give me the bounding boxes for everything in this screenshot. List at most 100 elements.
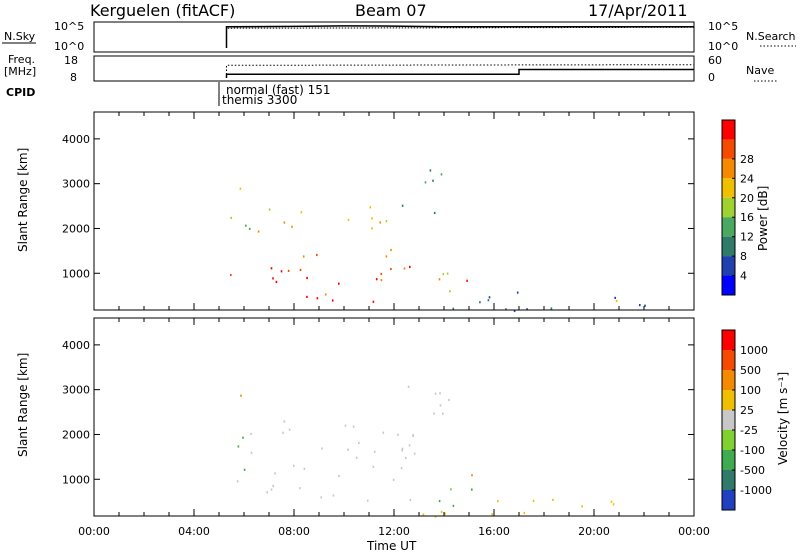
velocity-cell (610, 500, 613, 503)
velocity-colorbar-segment (722, 450, 735, 470)
freq-panel: Freq. [MHz] 18 8 60 0 Nave (4, 53, 778, 84)
power-ylabel: Slant Range [km] (16, 148, 30, 252)
velocity-ytick-label: 3000 (62, 384, 90, 397)
x-tick-label: 20:00 (578, 525, 610, 538)
velocity-cell (344, 424, 347, 427)
velocity-cell (250, 432, 252, 435)
velocity-colorbar-tick: -25 (740, 424, 758, 437)
cpid-annotation-normal: normal (fast) 151 (226, 83, 330, 97)
power-cell (299, 268, 302, 271)
velocity-cell (382, 431, 385, 434)
power-cell (432, 179, 434, 182)
power-cell (230, 216, 232, 219)
power-cell (385, 220, 388, 223)
velocity-cell (243, 468, 246, 471)
velocity-cell (338, 475, 340, 478)
power-colorbar: 4 8 12 16 20 24 28 (721, 119, 754, 296)
power-colorbar-tick: 8 (740, 250, 747, 263)
power-cell (403, 267, 406, 270)
velocity-data (236, 385, 615, 518)
power-colorbar-segment (722, 158, 735, 179)
power-cell (324, 293, 327, 296)
velocity-cell (552, 498, 554, 501)
velocity-cell (408, 444, 411, 447)
power-cell (487, 299, 490, 302)
velocity-cell (440, 510, 443, 513)
velocity-cell (409, 498, 412, 502)
velocity-cell (439, 404, 442, 407)
power-cell (550, 307, 553, 310)
velocity-cell (434, 392, 437, 395)
velocity-ytick-label: 4000 (62, 339, 90, 352)
velocity-cell (320, 496, 323, 499)
power-cell (331, 299, 334, 302)
velocity-cell (240, 394, 242, 397)
velocity-cell (299, 487, 301, 490)
power-cell (385, 255, 388, 258)
power-cell (270, 267, 273, 270)
power-colorbar-segment (722, 256, 735, 276)
power-cell (372, 300, 375, 303)
velocity-cell (352, 425, 355, 428)
power-cell (230, 273, 232, 277)
freq-tick-bottom: 8 (70, 71, 77, 84)
velocity-cell (373, 450, 376, 453)
velocity-cell (358, 441, 360, 444)
velocity-cell (332, 494, 335, 497)
velocity-cell (438, 500, 441, 503)
power-cell (479, 301, 481, 304)
x-tick-label: 12:00 (378, 525, 410, 538)
velocity-cell (401, 449, 403, 452)
power-cell (306, 276, 308, 280)
velocity-cell (288, 428, 291, 431)
velocity-cell (450, 488, 452, 491)
velocity-frame (93, 317, 695, 517)
x-tick-labels: 00:00 04:00 08:00 12:00 16:00 20:00 00:00 (78, 525, 710, 538)
velocity-colorbar-tick: 500 (740, 364, 761, 377)
power-cell (371, 217, 373, 220)
power-cell (644, 304, 646, 307)
power-cell (338, 282, 340, 285)
power-cell (516, 291, 519, 294)
power-colorbar-label: Power [dB] (756, 186, 770, 251)
velocity-cell (236, 480, 239, 483)
power-colorbar-tick: 20 (740, 192, 754, 205)
velocity-colorbar-segment (722, 370, 735, 390)
power-cell (268, 208, 271, 211)
velocity-panel: 1000 2000 3000 4000 Slant Range [km] 1000 50… (16, 317, 790, 518)
velocity-ytick-label: 1000 (62, 473, 90, 486)
velocity-cell (413, 452, 416, 455)
nsearch-series-line (226, 26, 695, 48)
nsky-frame (93, 21, 695, 53)
power-cell (248, 227, 251, 230)
station-title: Kerguelen (fitACF) (90, 1, 235, 20)
power-colorbar-tick: 12 (740, 231, 754, 244)
velocity-cell (442, 412, 444, 415)
power-cell (429, 169, 432, 172)
nsky-tick-bottom: 10^0 (54, 40, 84, 53)
velocity-cell (434, 515, 437, 518)
power-cell (513, 309, 516, 313)
nsearch-label: N.Search (746, 30, 796, 43)
freq-unit-label: [MHz] (4, 65, 36, 78)
freq-label: Freq. (8, 53, 35, 66)
power-colorbar-segment (722, 120, 735, 140)
power-ytick-label: 4000 (62, 133, 90, 146)
velocity-cell (372, 465, 375, 468)
velocity-ylabel: Slant Range [km] (16, 353, 30, 457)
power-cell (614, 296, 616, 299)
power-colorbar-segment (722, 236, 735, 257)
velocity-cell (407, 385, 410, 388)
velocity-colorbar-tick: 1000 (740, 344, 768, 357)
velocity-colorbar-segment (722, 470, 735, 490)
velocity-colorbar: 1000 500 100 25 -25 -100 -500 -1000 (721, 329, 772, 511)
velocity-colorbar-segment (722, 490, 735, 510)
power-cell (526, 308, 528, 311)
power-cell (239, 187, 242, 190)
power-cell (280, 270, 283, 273)
power-ytick-label: 2000 (62, 222, 90, 235)
velocity-axis-ticks: 1000 2000 3000 4000 (62, 318, 695, 516)
power-colorbar-tick: 4 (740, 270, 747, 283)
velocity-cell (274, 472, 276, 475)
velocity-cell (471, 488, 473, 491)
